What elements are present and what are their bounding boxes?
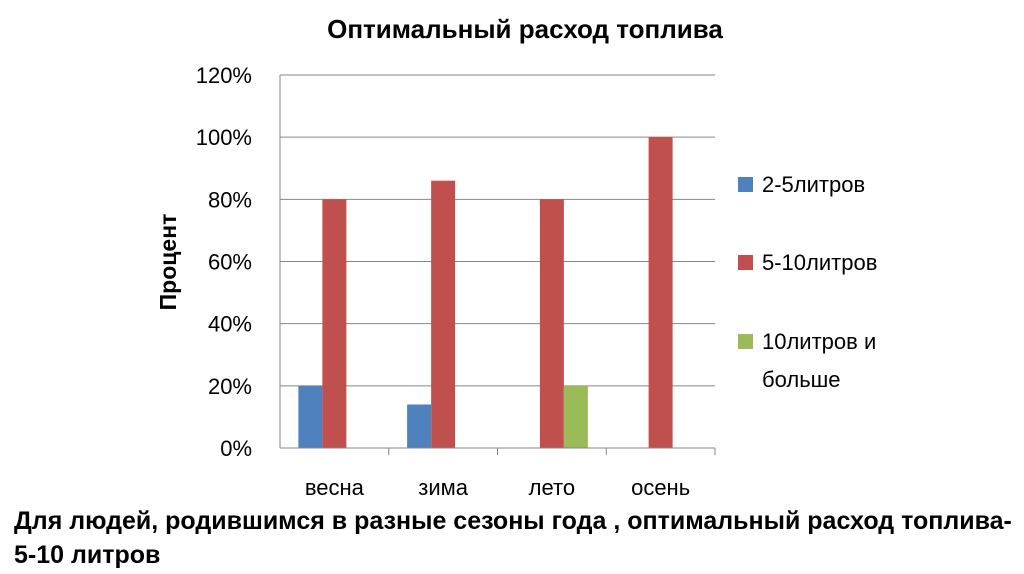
- x-category-label: весна: [305, 475, 365, 500]
- category-labels: весна зима лето осень: [305, 475, 690, 500]
- bar-зима-2-5литров: [407, 404, 432, 448]
- bar-весна-5-10литров: [322, 199, 347, 448]
- x-category-label: зима: [418, 475, 469, 500]
- gridlines: [280, 74, 715, 387]
- bar-осень-5-10литров: [648, 137, 673, 448]
- bar-весна-2-5литров: [298, 385, 323, 448]
- axes: [279, 75, 716, 455]
- y-tick-label: 0%: [220, 436, 252, 461]
- legend-swatch-2-5литров: [738, 177, 753, 192]
- x-category-label: осень: [631, 475, 690, 500]
- x-category-label: лето: [529, 475, 575, 500]
- legend: 2-5литров 5-10литров 10литров и больше: [738, 172, 877, 392]
- legend-label: 2-5литров: [762, 172, 865, 197]
- legend-label: 5-10литров: [762, 250, 877, 275]
- bars: [298, 137, 673, 448]
- legend-label: 10литров и: [762, 329, 876, 354]
- y-tick-label: 120%: [196, 63, 252, 88]
- y-tick-label: 80%: [208, 187, 252, 212]
- bar-зима-5-10литров: [431, 180, 456, 448]
- y-tick-label: 40%: [208, 312, 252, 337]
- legend-swatch-5-10литров: [738, 255, 753, 270]
- y-tick-label: 60%: [208, 250, 252, 275]
- caption-text: Для людей, родившимся в разные сезоны го…: [14, 507, 1012, 569]
- chart-title: Оптимальный расход топлива: [327, 14, 723, 44]
- y-tick-labels: 0% 20% 40% 60% 80% 100% 120%: [196, 63, 252, 461]
- legend-swatch-10литров и больше: [738, 334, 753, 349]
- y-tick-label: 100%: [196, 125, 252, 150]
- bar-лето-10литров и больше: [563, 385, 588, 448]
- bar-лето-5-10литров: [539, 199, 564, 448]
- y-tick-label: 20%: [208, 374, 252, 399]
- y-axis-label: Процент: [155, 214, 181, 311]
- legend-label: больше: [762, 367, 841, 392]
